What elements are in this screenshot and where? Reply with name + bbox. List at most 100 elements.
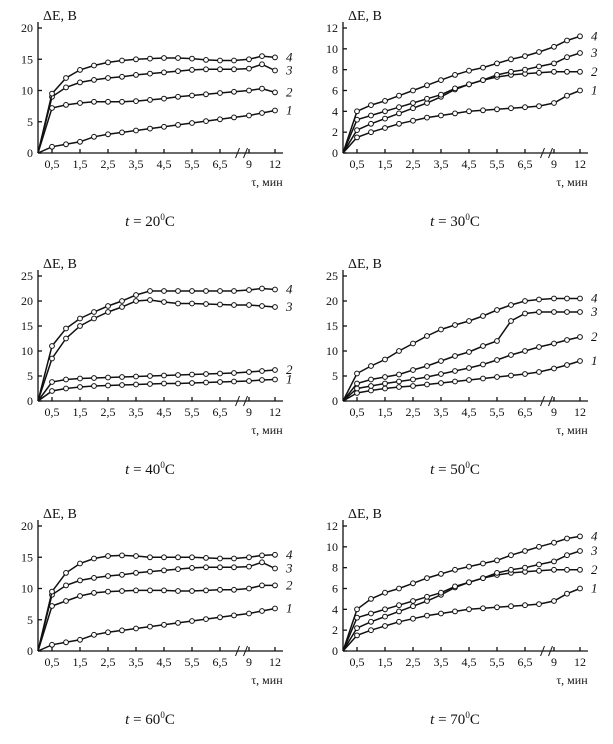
data-point — [368, 120, 374, 127]
data-point — [522, 564, 528, 571]
x-tick-label: 1,5 — [73, 157, 88, 171]
data-point — [536, 69, 542, 76]
data-point — [272, 565, 278, 572]
y-tick-label: 5 — [27, 613, 33, 627]
x-tick-label: 3,5 — [129, 157, 144, 171]
y-tick-label: 5 — [332, 369, 338, 383]
data-point — [246, 610, 252, 617]
data-point — [382, 606, 388, 613]
data-point — [551, 68, 557, 75]
data-point — [494, 374, 500, 380]
data-point — [536, 103, 542, 109]
data-point — [147, 55, 153, 62]
series-2: 2 — [37, 577, 293, 652]
caption-degree: 0 — [160, 212, 165, 222]
series-line — [37, 607, 276, 652]
data-point — [396, 110, 402, 117]
data-point — [564, 337, 570, 343]
data-point — [536, 309, 542, 315]
x-tick-label: 1,5 — [73, 655, 88, 669]
series-label: 1 — [286, 103, 293, 118]
x-axis-label: τ, мин — [556, 423, 588, 437]
data-point — [396, 378, 402, 385]
data-point — [246, 369, 252, 375]
data-point — [438, 77, 444, 83]
y-tick-label: 10 — [326, 344, 338, 358]
data-point — [424, 333, 430, 339]
data-point — [551, 43, 557, 50]
data-point — [577, 548, 583, 554]
data-point — [203, 564, 209, 571]
data-point — [217, 586, 223, 593]
data-point — [466, 377, 472, 383]
data-point — [203, 288, 209, 294]
y-tick-label: 4 — [332, 602, 338, 616]
data-point — [382, 380, 388, 387]
data-point — [105, 98, 111, 105]
x-tick-label: 4,5 — [157, 157, 172, 171]
data-point — [91, 375, 97, 381]
data-point — [203, 91, 209, 98]
x-tick-label: 6,5 — [213, 405, 228, 419]
x-tick-label: 5,5 — [185, 405, 200, 419]
y-axis-label: ΔE, В — [348, 507, 382, 522]
data-point — [522, 53, 528, 59]
data-point — [480, 375, 486, 382]
data-point — [480, 560, 486, 567]
data-point — [424, 95, 430, 102]
x-tick-label: 9 — [551, 157, 557, 171]
data-point — [63, 639, 69, 646]
x-axis-label: τ, мин — [556, 175, 588, 189]
data-point — [272, 376, 278, 383]
data-point — [91, 555, 97, 562]
data-point — [77, 593, 83, 599]
data-point — [522, 310, 528, 317]
data-point — [438, 371, 444, 377]
data-point — [410, 383, 416, 389]
y-tick-label: 20 — [21, 519, 33, 533]
series-2: 2 — [342, 64, 598, 154]
data-point — [382, 108, 388, 115]
data-point — [564, 362, 570, 368]
data-point — [396, 608, 402, 615]
data-point — [189, 288, 195, 294]
data-point — [382, 623, 388, 629]
y-tick-label: 0 — [332, 146, 338, 160]
data-point — [189, 92, 195, 99]
series-line — [342, 311, 580, 402]
x-tick-label: 5,5 — [490, 157, 505, 171]
series-label: 2 — [286, 577, 293, 592]
data-point — [189, 554, 195, 561]
data-point — [452, 110, 458, 117]
data-point — [49, 588, 55, 595]
series-label: 3 — [285, 63, 293, 78]
series-label: 1 — [286, 601, 293, 616]
series-4: 4 — [37, 49, 293, 154]
data-point — [147, 97, 153, 103]
caption-unit: C — [164, 462, 175, 478]
data-point — [231, 612, 237, 619]
y-axis-label: ΔE, В — [43, 507, 77, 522]
data-point — [231, 288, 237, 294]
data-point — [147, 623, 153, 630]
y-axis-label: ΔE, В — [348, 9, 382, 24]
data-point — [259, 53, 265, 59]
data-point — [272, 54, 278, 61]
data-point — [272, 107, 278, 114]
caption-variable: t — [430, 712, 435, 728]
data-point — [63, 141, 69, 148]
data-point — [396, 348, 402, 354]
data-point — [564, 68, 570, 75]
data-point — [63, 75, 69, 81]
series-label: 3 — [590, 304, 598, 319]
data-point — [368, 363, 374, 369]
data-point — [368, 610, 374, 617]
data-point — [217, 555, 223, 562]
data-point — [119, 588, 125, 594]
data-point — [161, 567, 167, 574]
data-point — [161, 55, 167, 61]
data-point — [147, 568, 153, 575]
data-point — [91, 133, 97, 140]
data-point — [536, 601, 542, 607]
data-point — [133, 98, 139, 104]
